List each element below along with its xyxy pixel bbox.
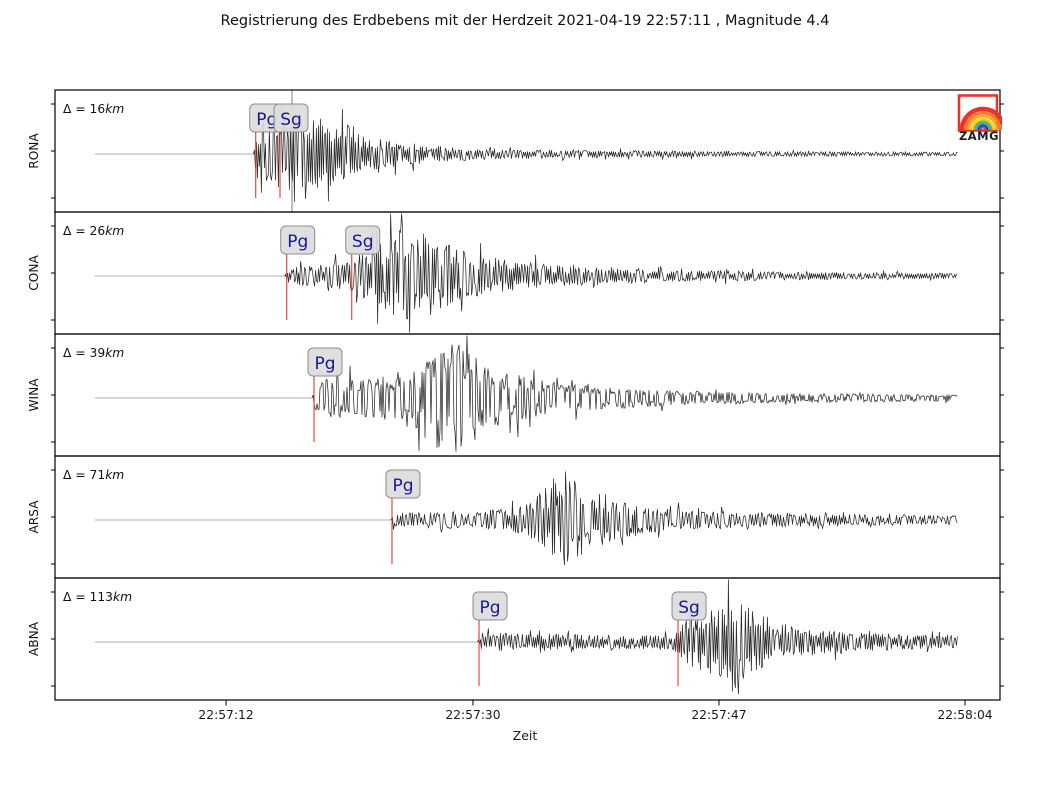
phase-label-box	[307, 347, 343, 377]
phase-label-Pg: Pg	[256, 110, 277, 130]
trace-CONA	[284, 213, 957, 333]
station-label-WINA: WINA	[27, 378, 41, 412]
station-label-CONA: CONA	[27, 255, 41, 291]
x-axis-label: Zeit	[512, 728, 538, 743]
station-label-ABNA: ABNA	[27, 621, 41, 656]
x-tick-label: 22:57:30	[445, 708, 500, 722]
zamg-logo-text: ZAMG	[958, 129, 1000, 143]
phase-label-Sg: Sg	[352, 232, 374, 252]
phase-label-Pg: Pg	[287, 232, 308, 252]
phase-label-box	[273, 103, 309, 133]
trace-ARSA	[390, 471, 958, 566]
trace-RONA	[253, 108, 958, 202]
zamg-logo: ZAMG	[956, 94, 1007, 144]
phase-label-box	[671, 591, 707, 621]
phase-label-box	[472, 591, 508, 621]
trace-ABNA	[477, 579, 958, 695]
figure-title: Registrierung des Erdbebens mit der Herd…	[220, 13, 830, 29]
x-tick-label: 22:57:12	[198, 708, 253, 722]
phase-label-Pg: Pg	[479, 598, 500, 618]
panel-border-WINA	[54, 333, 1001, 457]
x-tick-label: 22:58:04	[937, 708, 992, 722]
x-tick-label: 22:57:47	[691, 708, 746, 722]
delta-annotation: Δ = 39km	[63, 346, 124, 360]
phase-label-Sg: Sg	[280, 110, 302, 130]
trace-WINA	[311, 335, 958, 452]
delta-annotation: Δ = 113km	[63, 590, 132, 604]
phase-label-box	[345, 225, 381, 255]
phase-label-Pg: Pg	[315, 354, 336, 374]
station-label-RONA: RONA	[27, 133, 41, 169]
phase-label-box	[385, 469, 421, 499]
phase-label-Pg: Pg	[392, 476, 413, 496]
phase-label-Sg: Sg	[678, 598, 700, 618]
panel-border-RONA	[54, 89, 1001, 213]
delta-annotation: Δ = 16km	[63, 102, 124, 116]
delta-annotation: Δ = 26km	[63, 224, 124, 238]
delta-annotation: Δ = 71km	[63, 468, 124, 482]
station-label-ARSA: ARSA	[27, 500, 41, 534]
panel-border-ABNA	[54, 577, 1001, 701]
phase-label-box	[280, 225, 316, 255]
